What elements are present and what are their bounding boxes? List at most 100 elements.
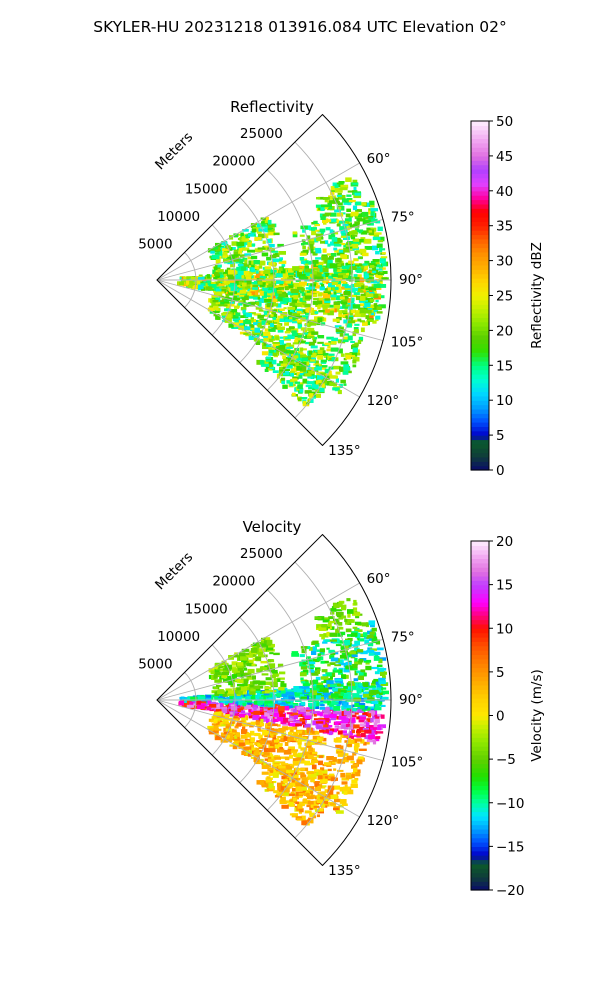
radar-gate (290, 309, 294, 313)
radar-gate (253, 294, 260, 297)
radar-gate (346, 619, 353, 622)
radar-gate (337, 632, 343, 637)
radar-gate (343, 685, 348, 689)
radar-gate (261, 276, 266, 279)
radar-gate (311, 352, 317, 358)
radar-gate (227, 261, 235, 265)
radar-gate (330, 375, 338, 379)
radar-gate (282, 366, 286, 370)
radar-gate (273, 253, 278, 256)
radar-gate (345, 272, 349, 277)
radar-gate (287, 726, 295, 730)
radar-gate (270, 733, 274, 738)
range-tick-label: 20000 (212, 574, 255, 590)
radar-gate (242, 683, 248, 687)
range-tick-label: 15000 (185, 601, 228, 617)
radar-gate (298, 340, 306, 344)
radar-gate (313, 336, 318, 340)
radar-gate (329, 272, 334, 275)
radar-gate (316, 693, 322, 697)
radar-gate (222, 248, 230, 251)
radar-gate (295, 801, 300, 805)
radar-gate (369, 286, 377, 291)
radar-gate (293, 686, 299, 691)
radar-gate (371, 216, 376, 220)
radar-gate (304, 715, 313, 720)
radar-gate (201, 282, 206, 286)
radar-gate (333, 706, 341, 711)
radar-gate (329, 632, 338, 637)
radar-gate (318, 387, 325, 393)
radar-gate (338, 662, 347, 666)
radar-gate (239, 331, 247, 335)
radar-gate (289, 294, 295, 298)
radar-gate (318, 626, 327, 631)
radar-gate (241, 297, 246, 303)
colorbar-tick-label: 30 (496, 254, 513, 270)
colorbar-segment (471, 448, 489, 454)
radar-gate (322, 306, 328, 311)
radar-gate (330, 191, 335, 195)
radar-gate (342, 604, 347, 609)
radar-gate (240, 292, 248, 297)
radar-gate (264, 686, 272, 690)
radar-gate (242, 309, 246, 314)
radar-gate (337, 348, 343, 354)
radar-gate (361, 730, 366, 733)
radar-gate (369, 200, 375, 205)
radar-gate (264, 299, 272, 303)
radar-gate (280, 737, 285, 743)
radar-gate (322, 737, 327, 742)
radar-gate (378, 680, 386, 684)
radar-gate (354, 312, 363, 317)
radar-gate (301, 681, 306, 684)
radar-gate (363, 238, 372, 244)
radar-gate (214, 691, 220, 697)
colorbar-segment (471, 593, 489, 599)
radar-gate (265, 343, 272, 347)
radar-gate (253, 685, 260, 689)
radar-gate (373, 656, 380, 661)
radar-gate (249, 324, 255, 329)
radar-gate (261, 714, 268, 719)
colorbar-segment (471, 776, 489, 782)
radar-gate (327, 259, 333, 265)
radar-gate (264, 640, 270, 644)
radar-gate (267, 228, 274, 232)
radar-gate (333, 738, 339, 743)
radar-gate (366, 304, 375, 309)
radar-gate (375, 713, 382, 718)
radar-gate (339, 187, 348, 191)
radar-gate (328, 234, 336, 240)
radar-gate (334, 620, 340, 625)
radar-gate (337, 769, 344, 772)
radar-gate (278, 339, 284, 345)
radar-gate (323, 762, 332, 766)
radar-gate (342, 336, 349, 340)
radar-gate (258, 734, 263, 739)
radar-gate (245, 276, 252, 280)
radar-gate (368, 711, 376, 716)
radar-gate (342, 733, 349, 736)
radar-gate (294, 337, 299, 342)
radar-gate (370, 689, 379, 694)
radar-gate (267, 219, 272, 225)
colorbar-tick-label: 5 (496, 665, 505, 681)
radar-gate (287, 283, 294, 289)
radar-gate (347, 320, 356, 324)
radar-gate (234, 305, 240, 309)
radar-gate (352, 763, 359, 766)
radar-gate (284, 282, 288, 286)
radar-gate (211, 254, 220, 260)
radar-gate (343, 247, 351, 253)
radar-gate (363, 695, 370, 700)
radar-gate (352, 331, 357, 337)
radar-gate (319, 778, 328, 784)
radar-gate (264, 667, 273, 672)
radar-gate (251, 663, 256, 666)
radar-gate (373, 293, 379, 298)
radar-gate (331, 273, 338, 277)
colorbar-segment (471, 654, 489, 660)
radar-gate (313, 781, 321, 784)
radar-gate (320, 372, 326, 376)
